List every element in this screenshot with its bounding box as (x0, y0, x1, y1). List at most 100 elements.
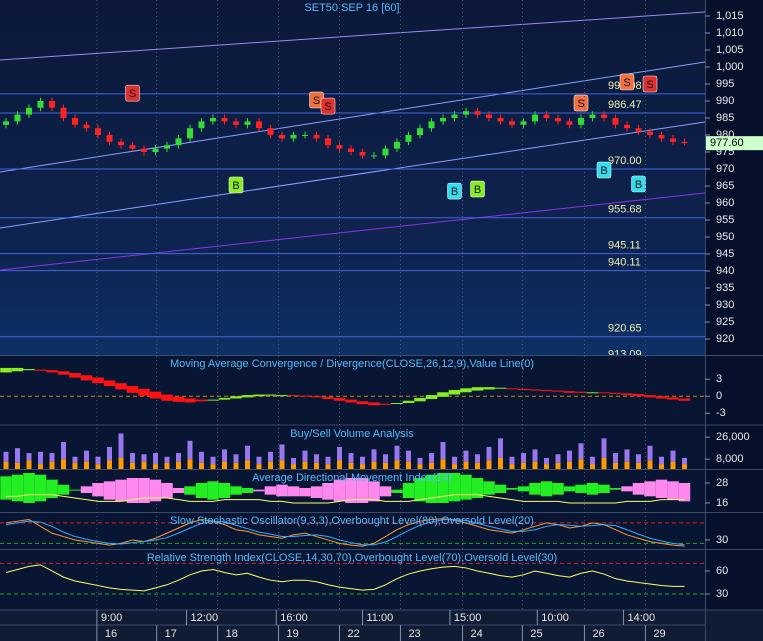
price-level-label: 970.00 (608, 155, 642, 167)
signal-label: B (451, 186, 458, 198)
stochastic-line (5, 518, 685, 546)
sell-volume-bar (659, 464, 664, 469)
day-label: 18 (226, 628, 238, 640)
sell-volume-bar (291, 464, 296, 469)
sell-volume-bar (84, 461, 89, 469)
y-tick-label: 935 (716, 282, 734, 294)
band-segment (506, 388, 518, 390)
buy-volume-bar (314, 454, 319, 463)
band-segment (333, 479, 346, 502)
band-segment (34, 369, 47, 371)
band-segment (299, 395, 311, 397)
band-segment (69, 373, 81, 378)
band-segment (609, 488, 622, 490)
buy-volume-bar (141, 454, 147, 462)
signal-marker (228, 176, 244, 194)
band-segment (552, 483, 564, 495)
price-level-label: 913.09 (608, 348, 642, 360)
band-segment (414, 397, 426, 402)
buy-volume-bar (682, 457, 687, 465)
band-segment (598, 392, 610, 394)
band-segment (460, 474, 472, 500)
band-segment (586, 392, 599, 394)
band-segment (425, 474, 438, 503)
buy-volume-bar (567, 450, 572, 462)
candle-body (394, 141, 400, 149)
buy-volume-bar (61, 442, 66, 460)
buy-volume-bar (417, 457, 423, 465)
sell-volume-bar (38, 464, 43, 469)
band-segment (391, 403, 403, 405)
band-segment (230, 486, 242, 495)
sell-volume-bar (337, 460, 342, 469)
last-price-label: 977.60 (710, 137, 744, 149)
band-segment (264, 394, 277, 396)
last-price-box (706, 136, 763, 151)
candle-body (612, 117, 619, 125)
buy-volume-bar (624, 449, 630, 462)
signal-label: B (635, 179, 642, 191)
band-segment (103, 481, 116, 500)
band-segment (621, 393, 633, 396)
signal-label: B (232, 180, 239, 192)
sell-volume-bar (429, 462, 434, 469)
buy-volume-bar (590, 456, 595, 465)
buy-volume-bar (222, 449, 227, 462)
buy-volume-bar (360, 456, 365, 465)
band-segment (310, 396, 323, 398)
sell-volume-bar (233, 462, 239, 469)
candle-body (509, 121, 515, 125)
band-segment (483, 481, 495, 495)
sell-volume-bar (187, 459, 193, 469)
buy-volume-bar (521, 453, 526, 463)
band-segment (437, 473, 449, 503)
buy-volume-bar (544, 457, 549, 465)
band-segment (448, 473, 461, 502)
y-tick-label: 960 (716, 197, 734, 209)
band-segment (184, 398, 196, 403)
buy-volume-bar (394, 445, 400, 461)
buy-volume-bar (279, 444, 285, 461)
sell-volume-bar (636, 462, 641, 469)
y-tick-label: 1,000 (716, 61, 744, 73)
signal-marker (125, 84, 140, 102)
time-label: 15:00 (454, 612, 482, 624)
band-segment (0, 476, 12, 500)
buy-volume-bar (49, 453, 55, 462)
signal-marker (619, 73, 635, 91)
y-tick-label: 930 (716, 299, 734, 311)
band-segment (138, 478, 150, 503)
sell-volume-bar (118, 457, 124, 469)
sell-volume-bar (210, 464, 216, 469)
buy-volume-bar (199, 451, 204, 463)
band-segment (494, 484, 507, 493)
sell-volume-bar (348, 462, 354, 469)
band-segment (253, 489, 265, 492)
band-segment (425, 395, 438, 400)
sell-volume-bar (452, 464, 457, 469)
candle-body (382, 148, 389, 156)
band-segment (218, 483, 231, 498)
y-tick-label: 8,000 (716, 453, 744, 465)
day-label: 29 (653, 628, 665, 640)
buy-volume-bar (486, 446, 492, 461)
band-segment (207, 481, 219, 500)
band-segment (149, 479, 162, 502)
band-segment (322, 483, 334, 500)
candle-body (164, 145, 170, 149)
band-segment (80, 486, 93, 493)
band-segment (552, 390, 564, 392)
band-segment (172, 488, 185, 493)
price-level-label: 945.11 (608, 240, 641, 252)
sell-volume-bar (670, 461, 676, 469)
band-segment (218, 397, 231, 400)
band-segment (379, 486, 392, 497)
sell-volume-bar (647, 460, 653, 469)
buy-volume-bar (95, 456, 101, 465)
band-segment (609, 392, 622, 394)
signal-label: S (324, 101, 331, 113)
y-tick-label: 28 (716, 477, 728, 489)
candle-body (256, 121, 262, 129)
sell-volume-bar (268, 461, 273, 469)
band-segment (575, 391, 587, 393)
